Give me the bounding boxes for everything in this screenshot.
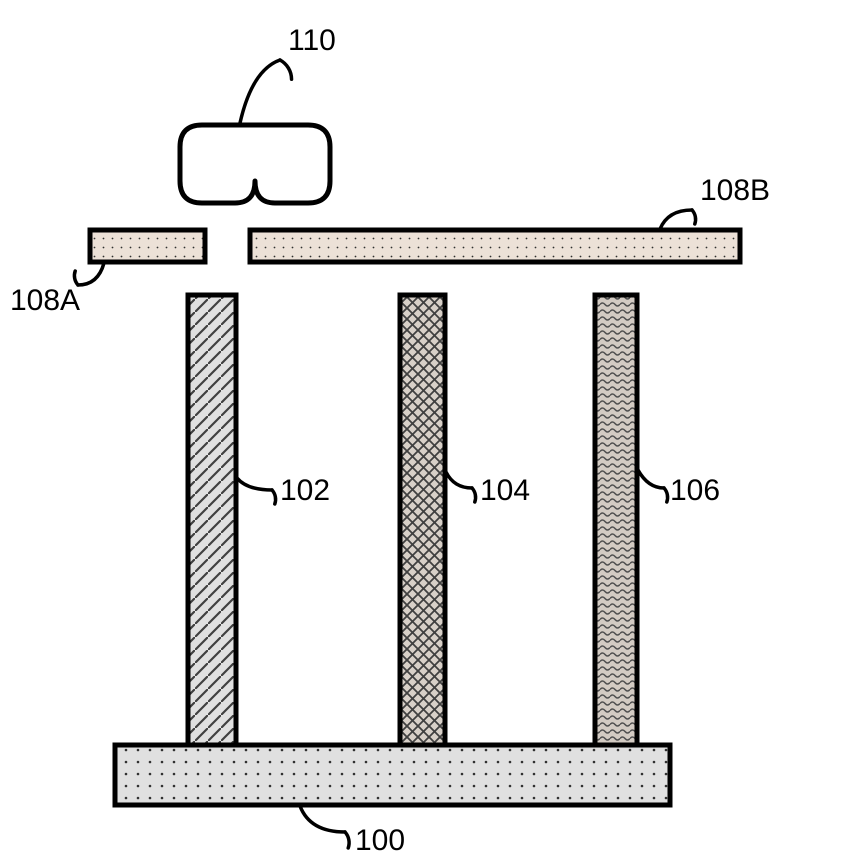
- topbar-108B-label: 108B: [700, 174, 770, 207]
- topbar-108B-leader: [660, 210, 696, 229]
- pillar-104: [400, 295, 445, 745]
- goggle-110-label: 110: [288, 24, 336, 57]
- topbar-108A-label: 108A: [10, 284, 80, 317]
- base-100-label: 100: [355, 824, 405, 857]
- topbar-108A: [90, 230, 205, 262]
- pillar-102-label: 102: [280, 474, 330, 507]
- goggle-110-leader: [240, 60, 292, 123]
- pillar-106-leader: [638, 470, 668, 502]
- pillar-102-leader: [237, 478, 276, 504]
- topbar-108A-leader: [74, 263, 104, 285]
- base-100: [115, 745, 670, 805]
- pillar-102: [188, 295, 236, 745]
- topbar-108B: [250, 230, 740, 262]
- pillar-104-label: 104: [480, 474, 530, 507]
- goggle-110: [180, 125, 330, 203]
- pillar-106: [595, 295, 637, 745]
- pillar-106-label: 106: [670, 474, 720, 507]
- base-100-leader: [300, 806, 349, 848]
- pillar-104-leader: [446, 472, 476, 502]
